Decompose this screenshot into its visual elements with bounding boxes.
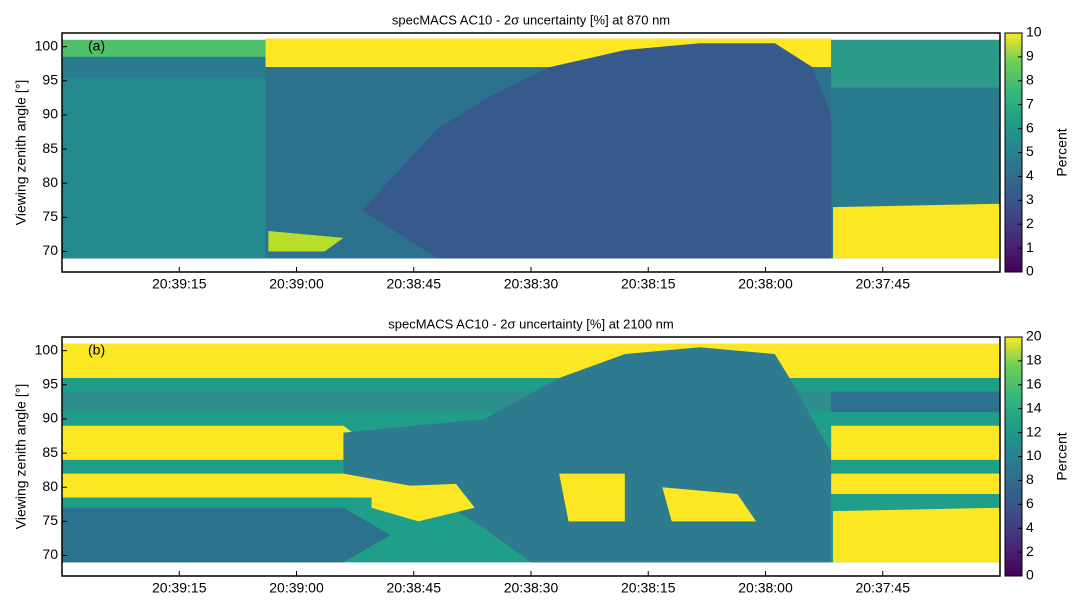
colorbar-tick-label: 4 <box>1026 167 1034 183</box>
y-tick-label: 70 <box>42 242 58 258</box>
colorbar-tick-label: 0 <box>1026 567 1034 583</box>
colorbar-tick-label: 2 <box>1026 215 1034 231</box>
field-region <box>62 425 372 460</box>
field-region <box>833 507 1000 563</box>
colorbar-tick-label: 18 <box>1026 352 1042 368</box>
field-region <box>362 43 832 259</box>
field-region <box>62 39 266 57</box>
x-tick-label: 20:39:00 <box>269 276 324 292</box>
x-tick-label: 20:38:45 <box>387 580 442 596</box>
colorbar-tick-label: 8 <box>1026 471 1034 487</box>
panel: specMACS AC10 - 2σ uncertainty [%] at 21… <box>13 316 1070 595</box>
colorbar-tick-label: 6 <box>1026 495 1034 511</box>
y-tick-label: 75 <box>42 512 58 528</box>
y-tick-label: 75 <box>42 208 58 224</box>
colorbar-label: Percent <box>1054 432 1070 480</box>
colorbar-tick-label: 16 <box>1026 376 1042 392</box>
field-region <box>559 473 625 522</box>
colorbar-tick-label: 8 <box>1026 72 1034 88</box>
colorbar-tick-label: 3 <box>1026 191 1034 207</box>
y-tick-label: 80 <box>42 174 58 190</box>
field-region <box>831 39 1000 88</box>
field-region <box>662 487 757 522</box>
field-region <box>371 483 475 522</box>
y-tick-label: 95 <box>42 376 58 392</box>
x-tick-label: 20:39:00 <box>269 580 324 596</box>
heatmap-image <box>62 343 1000 563</box>
x-tick-label: 20:38:00 <box>738 276 793 292</box>
colorbar-tick-label: 4 <box>1026 519 1034 535</box>
y-tick-label: 85 <box>42 444 58 460</box>
colorbar-tick-label: 1 <box>1026 239 1034 255</box>
field-region <box>831 425 1000 460</box>
panel-label: (b) <box>88 341 105 357</box>
y-tick-label: 90 <box>42 410 58 426</box>
y-tick-label: 95 <box>42 72 58 88</box>
colorbar-label: Percent <box>1054 128 1070 176</box>
colorbar-tick-label: 20 <box>1026 328 1042 344</box>
chart-title: specMACS AC10 - 2σ uncertainty [%] at 87… <box>392 12 670 27</box>
colorbar-tick-label: 6 <box>1026 119 1034 135</box>
field-region <box>268 231 344 252</box>
field-region <box>62 343 1000 378</box>
x-tick-label: 20:38:30 <box>504 276 559 292</box>
x-tick-label: 20:37:45 <box>856 276 911 292</box>
panel: specMACS AC10 - 2σ uncertainty [%] at 87… <box>13 12 1070 291</box>
y-tick-label: 80 <box>42 478 58 494</box>
field-region <box>831 391 1000 413</box>
colorbar-tick-label: 7 <box>1026 95 1034 111</box>
colorbar-tick-label: 0 <box>1026 263 1034 279</box>
colorbar-tick-label: 9 <box>1026 48 1034 64</box>
field-region <box>831 473 1000 495</box>
colorbar-tick-label: 12 <box>1026 423 1042 439</box>
field-region <box>62 77 266 259</box>
colorbar-tick-label: 2 <box>1026 543 1034 559</box>
y-tick-label: 90 <box>42 106 58 122</box>
y-tick-label: 85 <box>42 140 58 156</box>
x-tick-label: 20:38:15 <box>621 580 676 596</box>
x-tick-label: 20:38:00 <box>738 580 793 596</box>
colorbar-tick-label: 10 <box>1026 24 1042 40</box>
y-tick-label: 100 <box>35 37 59 53</box>
x-tick-label: 20:39:15 <box>152 276 207 292</box>
x-tick-label: 20:38:15 <box>621 276 676 292</box>
y-tick-label: 70 <box>42 546 58 562</box>
colorbar-tick-label: 5 <box>1026 143 1034 159</box>
x-tick-label: 20:37:45 <box>856 580 911 596</box>
y-tick-label: 100 <box>35 341 59 357</box>
y-axis-label: Viewing zenith angle [°] <box>13 80 29 225</box>
colorbar-tick-label: 14 <box>1026 399 1042 415</box>
field-region <box>62 473 438 498</box>
colorbar-tick-label: 10 <box>1026 447 1042 463</box>
field-region <box>833 203 1000 259</box>
y-axis-label: Viewing zenith angle [°] <box>13 384 29 529</box>
x-tick-label: 20:38:30 <box>504 580 559 596</box>
x-tick-label: 20:39:15 <box>152 580 207 596</box>
field-region <box>62 507 391 563</box>
x-tick-label: 20:38:45 <box>387 276 442 292</box>
chart-title: specMACS AC10 - 2σ uncertainty [%] at 21… <box>388 316 674 331</box>
heatmap-image <box>62 38 1000 259</box>
panel-label: (a) <box>88 37 105 53</box>
